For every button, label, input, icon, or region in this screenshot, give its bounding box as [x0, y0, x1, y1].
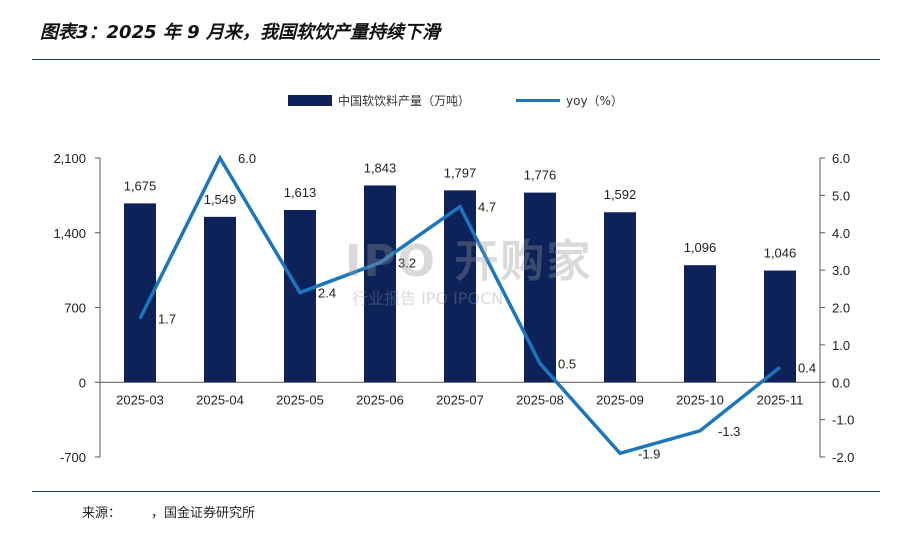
bar — [684, 265, 716, 383]
legend-bar-swatch — [288, 95, 332, 106]
x-tick-label: 2025-07 — [436, 392, 484, 407]
legend-line-label: yoy（%） — [566, 94, 623, 108]
yoy-value-label: 3.2 — [398, 256, 416, 271]
yoy-value-label: 0.4 — [798, 360, 816, 375]
right-tick-label: -2.0 — [832, 450, 854, 465]
left-tick-label: 2,100 — [53, 151, 86, 166]
x-tick-label: 2025-11 — [757, 392, 804, 407]
bottom-divider — [32, 491, 880, 492]
bar — [444, 190, 476, 383]
bar-value-label: 1,096 — [684, 240, 717, 255]
legend-item-bar: 中国软饮料产量（万吨） — [288, 92, 470, 109]
figure-title: 图表3：2025 年 9 月来，我国软饮产量持续下滑 — [40, 22, 440, 43]
bar — [524, 192, 556, 383]
top-divider — [32, 59, 880, 60]
x-tick-label: 2025-10 — [676, 392, 724, 407]
bar-value-label: 1,549 — [204, 192, 237, 207]
bar-value-label: 1,797 — [444, 165, 477, 180]
x-tick-label: 2025-09 — [596, 392, 644, 407]
bar — [204, 216, 236, 383]
right-tick-label: 1.0 — [832, 338, 850, 353]
legend-item-line: yoy（%） — [516, 92, 623, 109]
x-tick-label: 2025-05 — [276, 392, 324, 407]
bar-value-label: 1,613 — [284, 185, 317, 200]
source-note: 来源： ，国金证券研究所 — [82, 502, 255, 521]
x-tick-label: 2025-06 — [356, 392, 404, 407]
left-tick-label: 1,400 — [53, 226, 86, 241]
bar — [364, 185, 396, 383]
yoy-value-label: -1.9 — [638, 446, 660, 461]
right-tick-label: 0.0 — [832, 375, 850, 390]
x-tick-label: 2025-08 — [516, 392, 564, 407]
bar — [764, 270, 796, 383]
source-label: 来源： — [82, 506, 122, 521]
right-tick-label: 2.0 — [832, 301, 850, 316]
yoy-value-label: 4.7 — [478, 200, 496, 215]
left-tick-label: 0 — [79, 375, 86, 390]
bar-value-label: 1,675 — [124, 178, 157, 193]
yoy-value-label: -1.3 — [718, 424, 740, 439]
legend-bar-label: 中国软饮料产量（万吨） — [338, 94, 471, 108]
source-text: ，国金证券研究所 — [151, 506, 256, 521]
bar-value-label: 1,592 — [604, 187, 637, 202]
right-tick-label: -1.0 — [832, 413, 854, 428]
x-tick-label: 2025-04 — [196, 392, 244, 407]
watermark-sub: 行业报告 IPO IPOCN — [352, 289, 504, 308]
bar — [284, 210, 316, 383]
bar — [604, 212, 636, 383]
right-tick-label: 6.0 — [832, 151, 850, 166]
x-tick-label: 2025-03 — [116, 392, 164, 407]
bar-value-label: 1,776 — [524, 168, 557, 183]
bar-value-label: 1,046 — [764, 246, 797, 261]
yoy-value-label: 1.7 — [158, 312, 176, 327]
yoy-value-label: 0.5 — [558, 357, 576, 372]
yoy-value-label: 2.4 — [318, 286, 336, 301]
left-tick-label: 700 — [64, 301, 86, 316]
legend-line-swatch — [516, 99, 561, 102]
right-tick-label: 5.0 — [832, 188, 850, 203]
chart-legend: 中国软饮料产量（万吨） yoy（%） — [288, 92, 669, 109]
left-tick-label: -700 — [60, 450, 86, 465]
bar-value-label: 1,843 — [364, 160, 397, 175]
bar — [124, 203, 156, 383]
right-tick-label: 3.0 — [832, 263, 850, 278]
right-tick-label: 4.0 — [832, 226, 850, 241]
watermark-main: IPO 开购家 — [345, 236, 593, 287]
yoy-value-label: 6.0 — [238, 151, 256, 166]
